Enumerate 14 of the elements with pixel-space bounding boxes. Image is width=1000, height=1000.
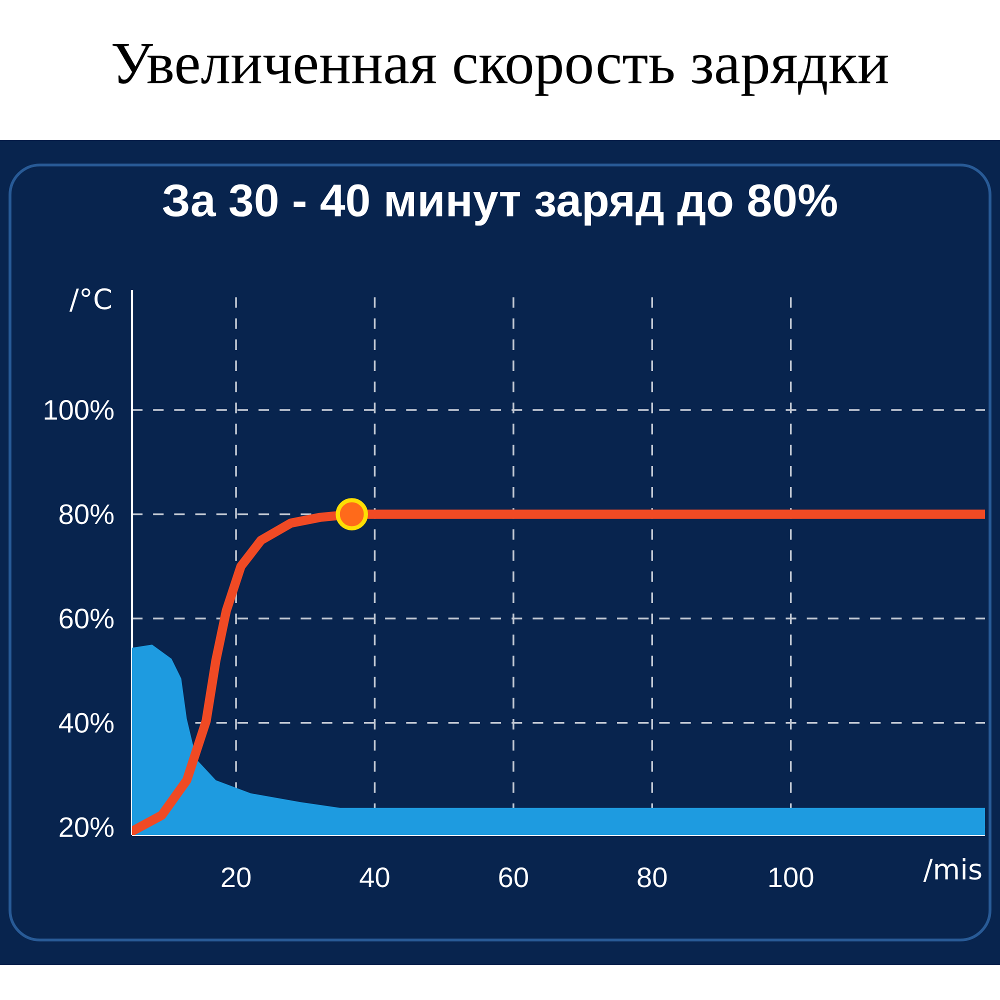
y-tick-label: 80% bbox=[60, 504, 114, 524]
x-tick-label: 20 bbox=[222, 867, 251, 888]
y-tick-label: 100% bbox=[44, 400, 114, 420]
y-tick-label: 40% bbox=[58, 712, 114, 733]
y-tick-label: 60% bbox=[60, 608, 114, 629]
y-tick-label: 20% bbox=[60, 817, 114, 838]
x-tick-label: 40 bbox=[360, 867, 390, 888]
x-tick-label: 80 bbox=[638, 867, 667, 888]
x-axis-title: /mis bbox=[923, 858, 982, 882]
chart-title: Увеличенная скорость зарядки bbox=[112, 44, 888, 96]
x-tick-label: 100 bbox=[770, 867, 814, 888]
x-tick-label: 60 bbox=[499, 867, 528, 888]
chart-subtitle: За 30 - 40 минут заряд до 80% bbox=[162, 184, 837, 226]
y-axis-title: /°C bbox=[69, 288, 112, 312]
